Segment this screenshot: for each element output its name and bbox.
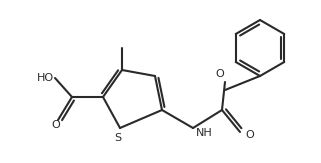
Text: HO: HO [37,73,54,83]
Text: S: S [115,133,122,143]
Text: O: O [52,120,60,130]
Text: NH: NH [196,128,213,138]
Text: O: O [245,130,254,140]
Text: O: O [216,69,224,79]
